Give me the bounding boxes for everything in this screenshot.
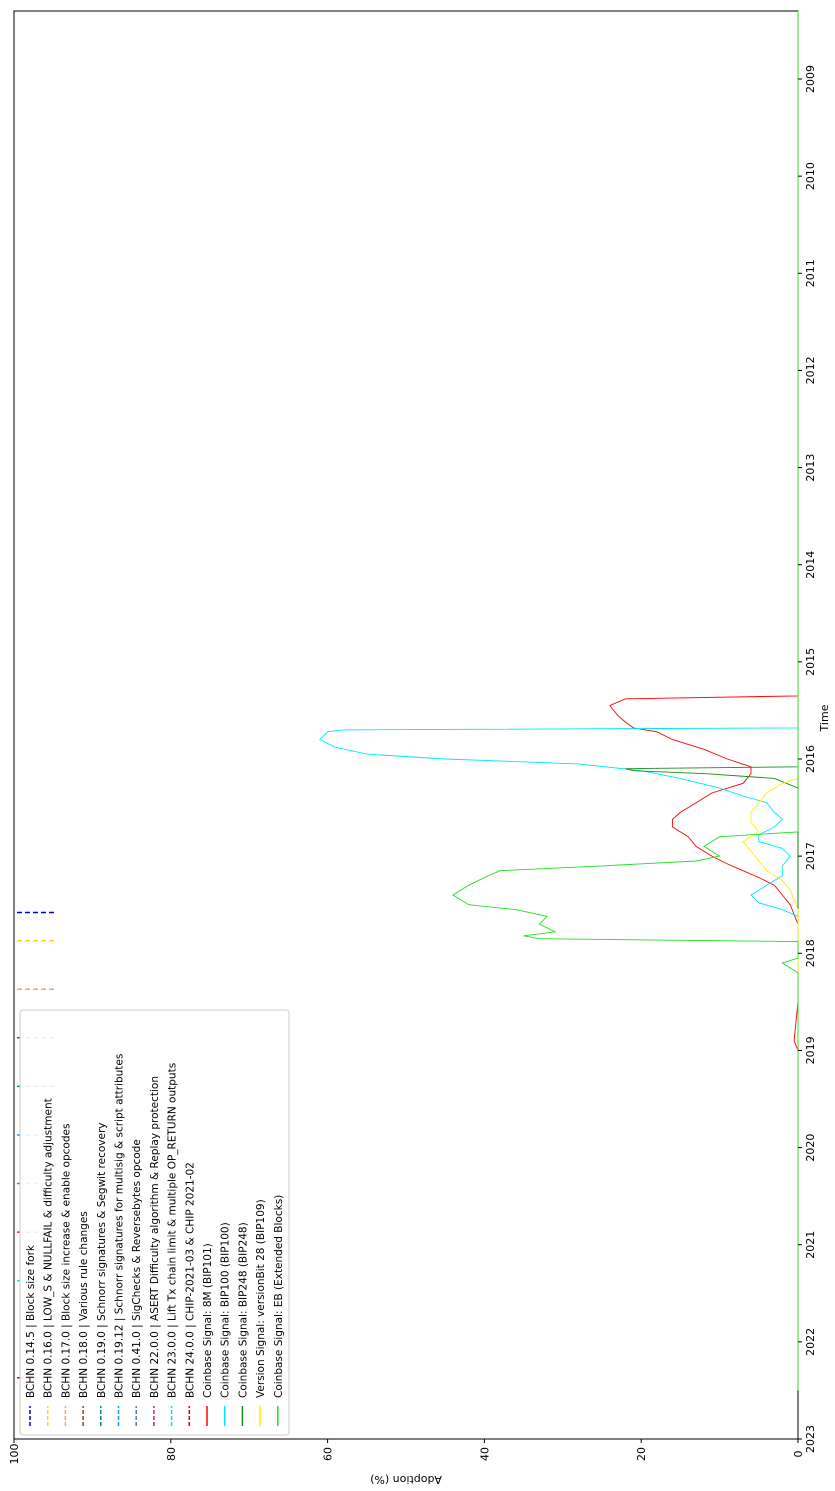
x-tick-label-2: 2011 bbox=[804, 259, 817, 287]
x-tick-label-3: 2012 bbox=[804, 356, 817, 384]
legend-label-6: BCHN 0.41.0 | SigChecks & Reversebytes o… bbox=[131, 1139, 143, 1398]
legend-label-0: BCHN 0.14.5 | Block size fork bbox=[25, 1244, 37, 1398]
y-tick-label-0: 0 bbox=[792, 1451, 805, 1458]
y-axis-label: Adoption (%) bbox=[370, 1473, 442, 1486]
series-line-3 bbox=[742, 11, 799, 1391]
series-line-2 bbox=[625, 11, 799, 1391]
x-tick-label-4: 2013 bbox=[804, 454, 817, 482]
x-axis-label: Time bbox=[818, 704, 831, 732]
x-tick-label-5: 2014 bbox=[804, 551, 817, 579]
legend-label-4: BCHN 0.19.0 | Schnorr signatures & Segwi… bbox=[96, 1123, 108, 1399]
x-tick-label-1: 2010 bbox=[804, 162, 817, 190]
x-tick-label-13: 2022 bbox=[804, 1328, 817, 1356]
time-axis: 2009 2010 2011 2012 2013 2014 2015 2016 2017 2018… bbox=[798, 65, 817, 1453]
legend-label-12: Coinbase Signal: BIP248 (BIP248) bbox=[237, 1222, 249, 1398]
y-tick-label-2: 40 bbox=[478, 1447, 491, 1461]
series-line-4 bbox=[452, 11, 799, 1391]
x-tick-label-10: 2019 bbox=[804, 1036, 817, 1064]
x-tick-label-8: 2017 bbox=[804, 842, 817, 870]
x-tick-label-11: 2020 bbox=[804, 1134, 817, 1162]
series-line-1 bbox=[319, 11, 799, 1391]
legend-label-13: Version Signal: versionBit 28 (BIP109) bbox=[255, 1199, 267, 1398]
legend-label-8: BCHN 23.0.0 | Lift Tx chain limit & mult… bbox=[167, 1063, 179, 1398]
x-tick-label-6: 2015 bbox=[804, 648, 817, 676]
adoption-axis: 0 20 40 60 80 100 bbox=[8, 1439, 805, 1465]
x-tick-label-12: 2021 bbox=[804, 1231, 817, 1259]
legend-label-7: BCHN 22.0.0 | ASERT Difficulty algorithm… bbox=[149, 1076, 161, 1398]
y-tick-label-4: 80 bbox=[165, 1447, 178, 1461]
legend-label-3: BCHN 0.18.0 | Various rule changes bbox=[78, 1211, 90, 1398]
legend-label-1: BCHN 0.16.0 | LOW_S & NULLFAIL & difficu… bbox=[43, 1098, 55, 1398]
y-tick-label-3: 60 bbox=[322, 1447, 335, 1461]
legend: BCHN 0.14.5 | Block size fork BCHN 0.16.0… bbox=[19, 1009, 290, 1436]
legend-box bbox=[19, 1009, 290, 1436]
y-tick-label-1: 20 bbox=[635, 1447, 648, 1461]
legend-label-14: Coinbase Signal: EB (Extended Blocks) bbox=[273, 1195, 285, 1398]
x-tick-label-14: 2023 bbox=[804, 1425, 817, 1453]
legend-label-10: Coinbase Signal: 8M (BIP101) bbox=[202, 1243, 214, 1398]
legend-label-2: BCHN 0.17.0 | Block size increase & enab… bbox=[60, 1124, 72, 1398]
x-tick-label-7: 2016 bbox=[804, 745, 817, 773]
y-tick-label-5: 100 bbox=[8, 1444, 21, 1465]
legend-label-11: Coinbase Signal: BIP100 (BIP100) bbox=[220, 1222, 232, 1398]
series-lines bbox=[319, 11, 799, 1391]
x-tick-label-9: 2018 bbox=[804, 939, 817, 967]
legend-label-5: BCHN 0.19.12 | Schnorr signatures for mu… bbox=[114, 1054, 126, 1398]
x-tick-label-0: 2009 bbox=[804, 65, 817, 93]
legend-label-9: BCHN 24.0.0 | CHIP-2021-03 & CHIP 2021-0… bbox=[184, 1162, 196, 1398]
series-line-0 bbox=[609, 11, 799, 1391]
